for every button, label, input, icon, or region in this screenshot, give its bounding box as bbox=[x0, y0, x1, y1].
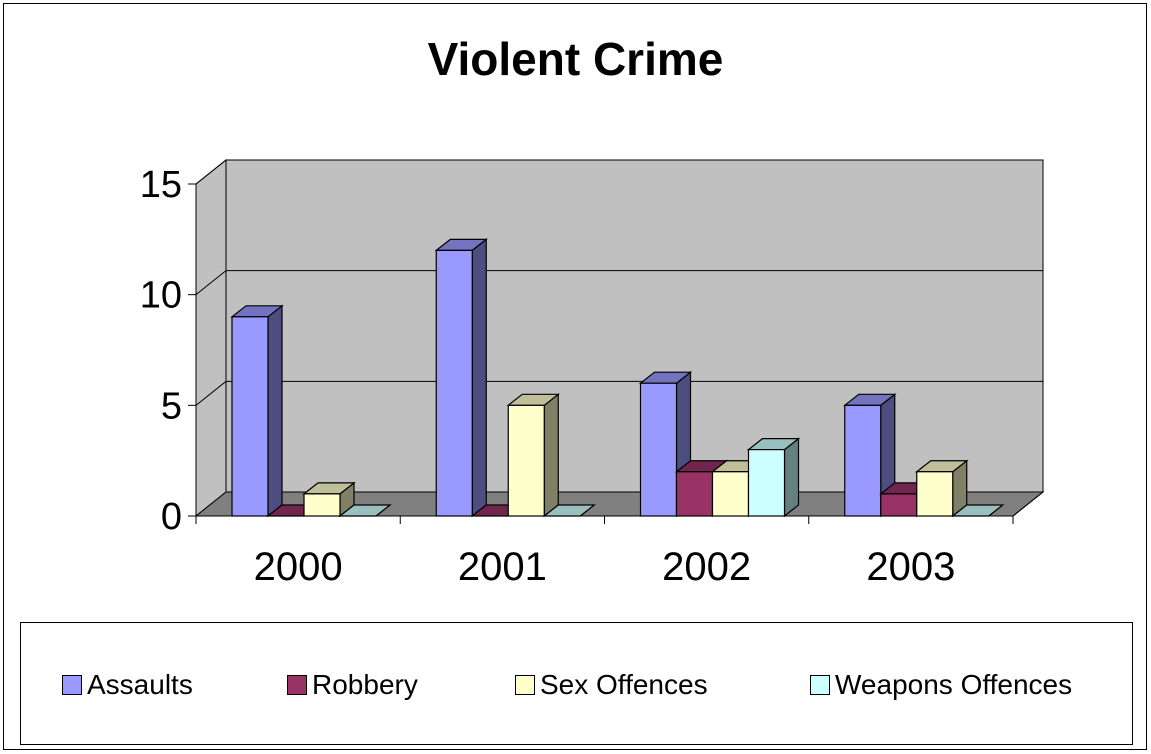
plot-side-wall bbox=[195, 158, 227, 518]
chart-plot: 0 5 10 15 2000 2001 2002 2003 bbox=[140, 158, 1045, 589]
legend bbox=[20, 622, 1133, 745]
x-tick-label: 2003 bbox=[866, 545, 955, 589]
x-axis-depth-line bbox=[1012, 491, 1044, 517]
bar-weapons-offences-2002 bbox=[746, 437, 801, 518]
bar-assaults-2003 bbox=[843, 393, 897, 518]
legend-swatch bbox=[515, 675, 535, 695]
legend-label: Robbery bbox=[312, 669, 418, 700]
chart-title: Violent Crime bbox=[427, 33, 724, 85]
legend-label: Assaults bbox=[87, 669, 193, 700]
legend-label: Weapons Offences bbox=[835, 669, 1073, 700]
y-tick-label: 0 bbox=[161, 496, 182, 538]
bar-assaults-2001 bbox=[434, 238, 488, 518]
x-tick-label: 2001 bbox=[458, 545, 547, 589]
legend-swatch bbox=[810, 675, 830, 695]
legend-item-sex-offences: Sex Offences bbox=[515, 668, 708, 702]
bar-weapons-offences-2003 bbox=[951, 504, 1005, 517]
plot-back-wall bbox=[225, 159, 1044, 493]
x-tick-label: 2002 bbox=[662, 545, 751, 589]
y-tick-label: 10 bbox=[140, 275, 182, 317]
bar-sex-offences-2000 bbox=[302, 481, 356, 518]
y-tick-label: 15 bbox=[140, 164, 182, 206]
legend-label: Sex Offences bbox=[540, 669, 708, 700]
bar-weapons-offences-2001 bbox=[542, 504, 596, 517]
bar-sex-offences-2003 bbox=[915, 459, 969, 518]
legend-item-robbery: Robbery bbox=[287, 668, 418, 702]
legend-item-assaults: Assaults bbox=[62, 668, 193, 702]
gridline-side bbox=[195, 380, 227, 406]
bar-weapons-offences-2000 bbox=[338, 504, 392, 517]
gridline-side bbox=[195, 159, 227, 185]
legend-swatch bbox=[62, 675, 82, 695]
legend-item-weapons-offences: Weapons Offences bbox=[810, 668, 1072, 702]
bar-assaults-2000 bbox=[230, 304, 284, 518]
gridline-side bbox=[195, 270, 227, 296]
legend-swatch bbox=[287, 675, 307, 695]
bar-sex-offences-2001 bbox=[506, 393, 560, 518]
y-tick-label: 5 bbox=[161, 385, 182, 427]
x-tick-label: 2000 bbox=[254, 545, 343, 589]
